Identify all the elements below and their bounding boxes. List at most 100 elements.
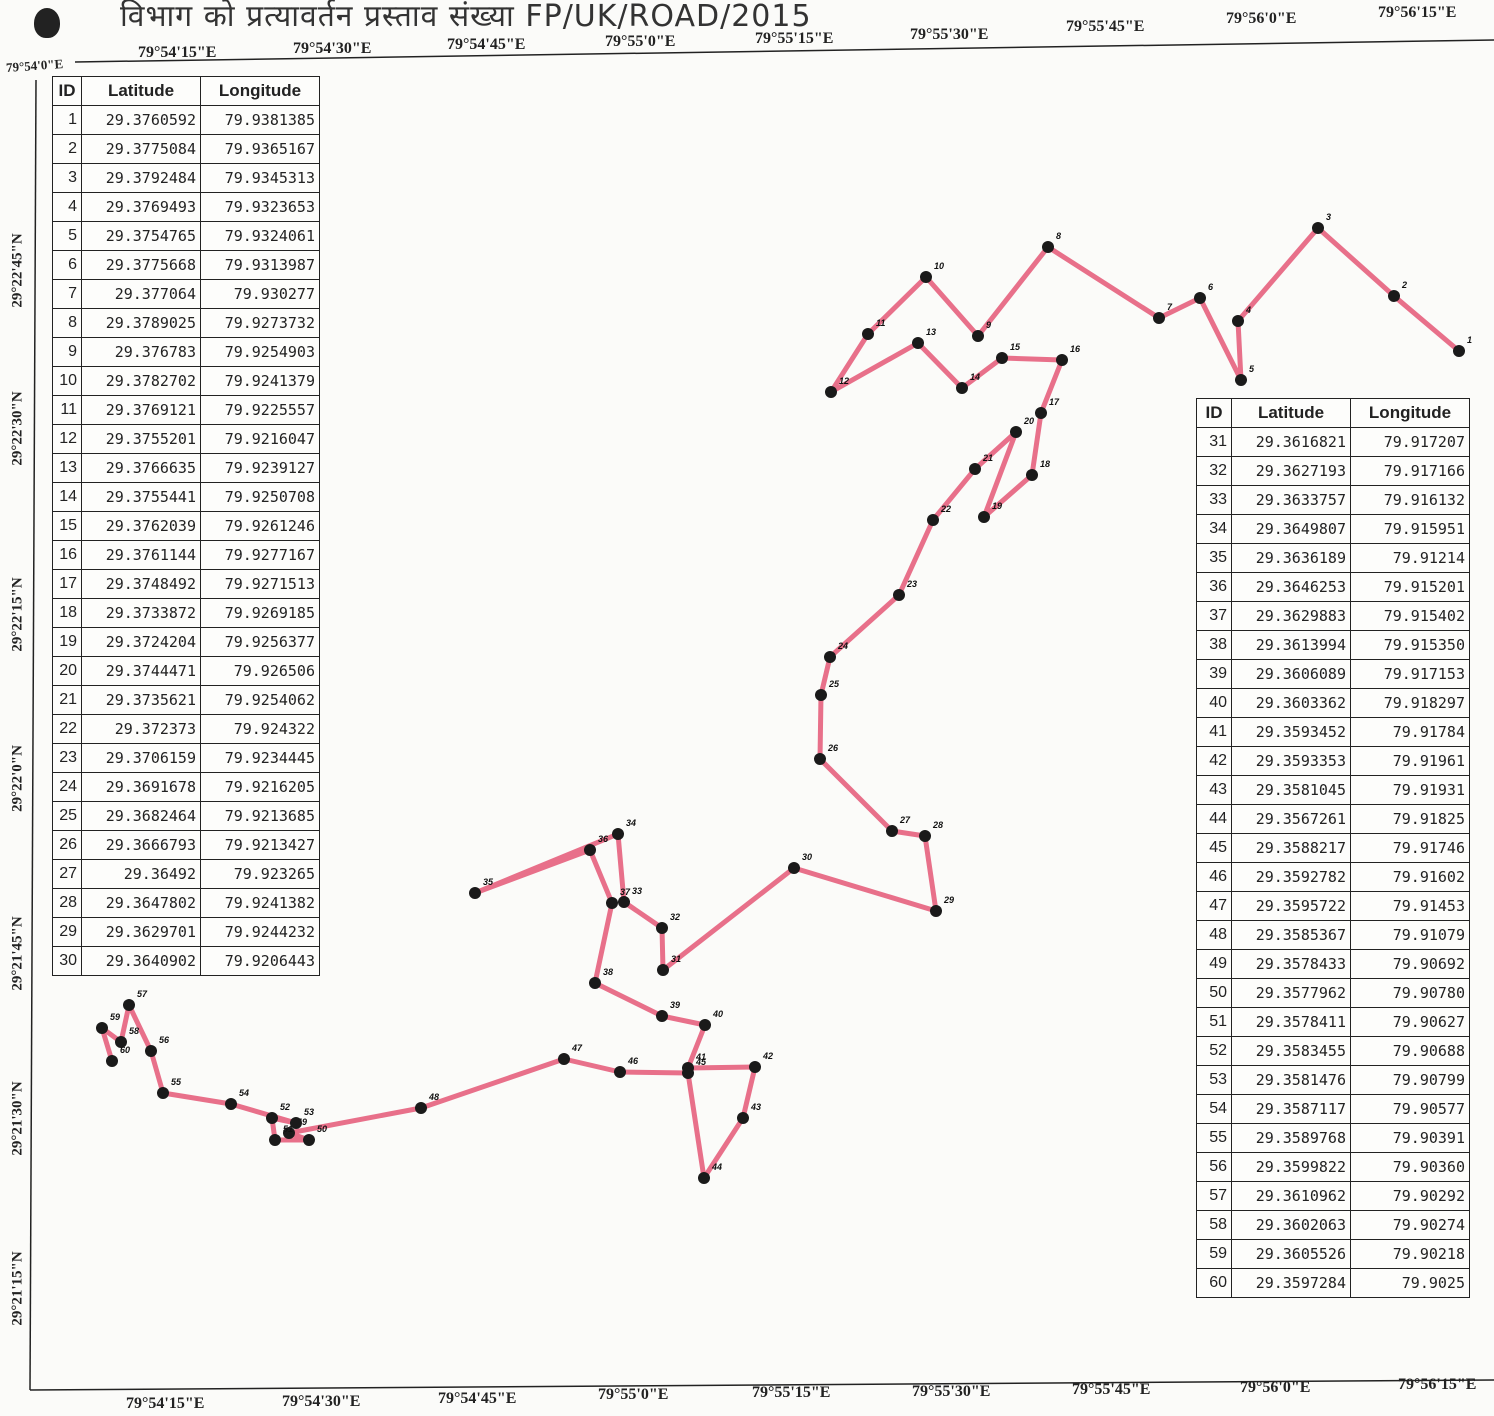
latitude-cell: 29.3597284	[1231, 1268, 1351, 1298]
point-id-cell: 27	[52, 859, 82, 889]
route-point-label: 40	[712, 1009, 723, 1019]
table-row: 33 29.3633757 79.916132	[1196, 485, 1470, 515]
table-row: 50 29.3577962 79.90780	[1196, 978, 1470, 1008]
longitude-cell: 79.9254903	[200, 337, 320, 367]
table-row: 55 29.3589768 79.90391	[1196, 1123, 1470, 1153]
latitude-cell: 29.3761144	[81, 540, 201, 570]
route-point-marker	[1388, 290, 1400, 302]
longitude-cell: 79.90391	[1350, 1123, 1470, 1153]
route-point-label: 7	[1167, 302, 1173, 312]
longitude-cell: 79.9239127	[200, 453, 320, 483]
table-row: 9 29.376783 79.9254903	[52, 337, 320, 367]
route-point-marker	[657, 964, 669, 976]
route-point-marker	[584, 844, 596, 856]
point-id-cell: 55	[1196, 1123, 1232, 1153]
route-point-label: 25	[828, 679, 840, 689]
longitude-cell: 79.91746	[1350, 833, 1470, 863]
table-row: 28 29.3647802 79.9241382	[52, 888, 320, 918]
table-row: 25 29.3682464 79.9213685	[52, 801, 320, 831]
route-point-marker	[157, 1087, 169, 1099]
point-id-cell: 36	[1196, 572, 1232, 602]
latitude-cell: 29.3691678	[81, 772, 201, 802]
table-row: 47 29.3595722 79.91453	[1196, 891, 1470, 921]
route-point-label: 28	[932, 820, 943, 830]
route-point-label: 17	[1049, 397, 1060, 407]
route-point-label: 47	[571, 1043, 583, 1053]
route-point-label: 42	[762, 1051, 773, 1061]
route-point-marker	[815, 689, 827, 701]
longitude-cell: 79.9216047	[200, 424, 320, 454]
route-point-label: 15	[1010, 342, 1021, 352]
route-point-label: 30	[802, 852, 812, 862]
point-id-cell: 14	[52, 482, 82, 512]
route-point-marker	[1056, 354, 1068, 366]
latitude-cell: 29.3593353	[1231, 746, 1351, 776]
route-point-label: 39	[670, 1000, 680, 1010]
point-id-cell: 20	[52, 656, 82, 686]
point-id-cell: 37	[1196, 601, 1232, 631]
longitude-cell: 79.9381385	[200, 105, 320, 135]
latitude-cell: 29.372373	[81, 714, 201, 744]
longitude-cell: 79.90218	[1350, 1239, 1470, 1269]
table-row: 18 29.3733872 79.9269185	[52, 598, 320, 628]
route-point-label: 55	[171, 1077, 182, 1087]
route-point-label: 31	[671, 954, 681, 964]
route-point-label: 56	[159, 1035, 170, 1045]
table-row: 1 29.3760592 79.9381385	[52, 105, 320, 135]
point-id-cell: 51	[1196, 1007, 1232, 1037]
top-lon-label: 79°55'30"E	[910, 26, 989, 43]
top-lon-label: 79°54'45"E	[447, 36, 526, 53]
route-point-marker	[969, 463, 981, 475]
point-id-cell: 30	[52, 946, 82, 976]
lat-label: 29°21'30"N	[9, 1081, 26, 1156]
route-point-label: 13	[926, 327, 936, 337]
header-latitude: Latitude	[81, 76, 201, 106]
point-id-cell: 40	[1196, 688, 1232, 718]
route-point-label: 60	[120, 1045, 130, 1055]
latitude-cell: 29.3666793	[81, 830, 201, 860]
point-id-cell: 24	[52, 772, 82, 802]
point-id-cell: 53	[1196, 1065, 1232, 1095]
table-row: 7 29.377064 79.930277	[52, 279, 320, 309]
latitude-cell: 29.3629701	[81, 917, 201, 947]
longitude-cell: 79.90577	[1350, 1094, 1470, 1124]
longitude-cell: 79.915350	[1350, 630, 1470, 660]
longitude-cell: 79.9241379	[200, 366, 320, 396]
table-row: 26 29.3666793 79.9213427	[52, 830, 320, 860]
table-row: 3 29.3792484 79.9345313	[52, 163, 320, 193]
route-point-marker	[612, 828, 624, 840]
route-point-marker	[862, 328, 874, 340]
longitude-cell: 79.90780	[1350, 978, 1470, 1008]
table-row: 22 29.372373 79.924322	[52, 714, 320, 744]
route-point-marker	[1312, 222, 1324, 234]
route-point-marker	[1235, 374, 1247, 386]
latitude-cell: 29.3599822	[1231, 1152, 1351, 1182]
route-point-label: 2	[1401, 280, 1407, 290]
point-id-cell: 5	[52, 221, 82, 251]
point-id-cell: 31	[1196, 427, 1232, 457]
longitude-cell: 79.9216205	[200, 772, 320, 802]
point-id-cell: 21	[52, 685, 82, 715]
route-point-marker	[978, 511, 990, 523]
point-id-cell: 39	[1196, 659, 1232, 689]
table-header-row: ID Latitude Longitude	[1196, 398, 1470, 428]
point-id-cell: 3	[52, 163, 82, 193]
longitude-cell: 79.9241382	[200, 888, 320, 918]
route-point-marker	[927, 514, 939, 526]
longitude-cell: 79.90627	[1350, 1007, 1470, 1037]
bottom-lon-label: 79°55'45"E	[1072, 1381, 1151, 1398]
latitude-cell: 29.3589768	[1231, 1123, 1351, 1153]
latitude-cell: 29.3706159	[81, 743, 201, 773]
longitude-cell: 79.9250708	[200, 482, 320, 512]
latitude-cell: 29.3629883	[1231, 601, 1351, 631]
point-id-cell: 2	[52, 134, 82, 164]
route-point-label: 3	[1326, 212, 1331, 222]
latitude-cell: 29.36492	[81, 859, 201, 889]
route-point-label: 8	[1056, 231, 1061, 241]
point-id-cell: 23	[52, 743, 82, 773]
latitude-cell: 29.3760592	[81, 105, 201, 135]
table-row: 10 29.3782702 79.9241379	[52, 366, 320, 396]
latitude-cell: 29.3755441	[81, 482, 201, 512]
latitude-cell: 29.3748492	[81, 569, 201, 599]
